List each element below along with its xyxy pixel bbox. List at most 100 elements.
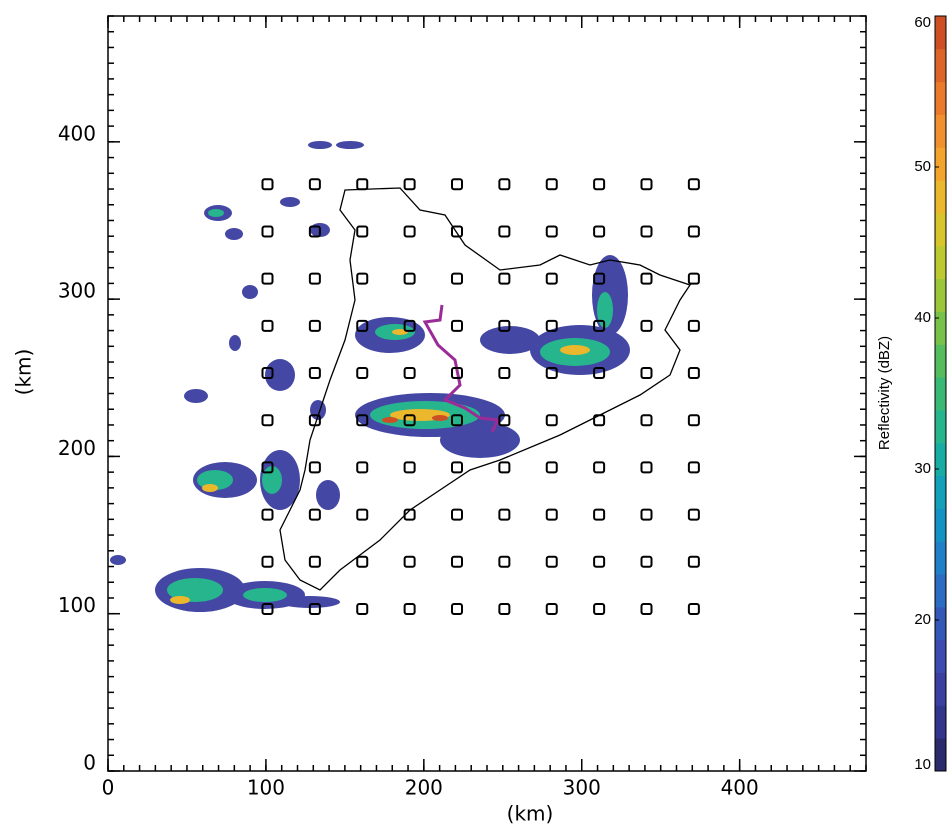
station <box>357 368 367 378</box>
station <box>405 274 415 284</box>
colorbar-band <box>935 311 946 344</box>
colorbar-band <box>935 705 946 738</box>
y-tick-label: 300 <box>58 279 96 303</box>
colorbar-band <box>935 574 946 607</box>
station <box>689 368 699 378</box>
station <box>452 179 462 189</box>
station <box>499 368 509 378</box>
chart: (km) (km) Reflectivity (dBZ) 01002003004… <box>0 0 947 825</box>
station <box>310 462 320 472</box>
y-tick-label: 100 <box>58 593 96 617</box>
station <box>641 462 651 472</box>
station <box>594 179 604 189</box>
station <box>547 274 557 284</box>
colorbar-band <box>935 410 946 443</box>
y-tick-label: 400 <box>58 121 96 145</box>
x-tick-label: 100 <box>247 776 285 800</box>
station <box>547 179 557 189</box>
y-tick-label: 200 <box>58 436 96 460</box>
colorbar-band <box>935 443 946 476</box>
station <box>262 510 272 520</box>
x-tick-label: 0 <box>102 776 115 800</box>
colorbar-band <box>935 213 946 246</box>
colorbar-tick-label: 60 <box>914 14 931 31</box>
station <box>262 321 272 331</box>
station <box>357 462 367 472</box>
colorbar-band <box>935 279 946 312</box>
station <box>594 510 604 520</box>
colorbar-band <box>935 607 946 640</box>
station <box>594 557 604 567</box>
station <box>641 226 651 236</box>
colorbar-band <box>935 541 946 574</box>
station <box>405 462 415 472</box>
station <box>357 274 367 284</box>
station <box>452 321 462 331</box>
station <box>357 510 367 520</box>
colorbar-label: Reflectivity (dBZ) <box>876 336 893 450</box>
station <box>594 462 604 472</box>
station <box>262 557 272 567</box>
colorbar-band <box>935 147 946 180</box>
station <box>499 226 509 236</box>
station <box>357 604 367 614</box>
plot-frame <box>108 16 866 771</box>
station <box>262 415 272 425</box>
station <box>452 510 462 520</box>
station <box>547 226 557 236</box>
y-tick-label: 0 <box>83 751 96 775</box>
colorbar-band <box>935 82 946 115</box>
stations <box>262 179 698 614</box>
colorbar-tick-label: 50 <box>914 158 931 175</box>
station <box>405 226 415 236</box>
colorbar-band <box>935 738 946 771</box>
colorbar-band <box>935 377 946 410</box>
station <box>689 321 699 331</box>
station <box>310 557 320 567</box>
colorbar-band <box>935 476 946 509</box>
station <box>641 557 651 567</box>
station <box>310 274 320 284</box>
colorbar-tick-label: 10 <box>914 756 931 773</box>
colorbar-band <box>935 640 946 673</box>
station <box>689 226 699 236</box>
station <box>405 557 415 567</box>
x-tick-label: 400 <box>721 776 759 800</box>
station <box>499 274 509 284</box>
colorbar-band <box>935 114 946 147</box>
station <box>547 510 557 520</box>
station <box>689 462 699 472</box>
station <box>310 368 320 378</box>
x-axis-label: (km) <box>507 802 554 826</box>
station <box>641 179 651 189</box>
coastline <box>280 188 690 590</box>
station <box>357 557 367 567</box>
station <box>594 604 604 614</box>
station <box>499 604 509 614</box>
station <box>499 462 509 472</box>
station <box>547 604 557 614</box>
station <box>594 226 604 236</box>
colorbar-band <box>935 344 946 377</box>
station <box>262 226 272 236</box>
station <box>357 179 367 189</box>
station <box>357 226 367 236</box>
colorbar-band <box>935 246 946 279</box>
station <box>310 321 320 331</box>
station <box>689 604 699 614</box>
colorbar-band <box>935 673 946 706</box>
station <box>689 510 699 520</box>
station <box>499 510 509 520</box>
x-tick-label: 300 <box>563 776 601 800</box>
station <box>452 557 462 567</box>
station <box>499 179 509 189</box>
station <box>452 604 462 614</box>
station <box>689 415 699 425</box>
station <box>310 179 320 189</box>
colorbar-tick-label: 40 <box>914 309 931 326</box>
y-axis-label: (km) <box>12 349 36 396</box>
station <box>641 368 651 378</box>
colorbar-tick-label: 20 <box>914 611 931 628</box>
colorbar-band <box>935 49 946 82</box>
station <box>641 274 651 284</box>
